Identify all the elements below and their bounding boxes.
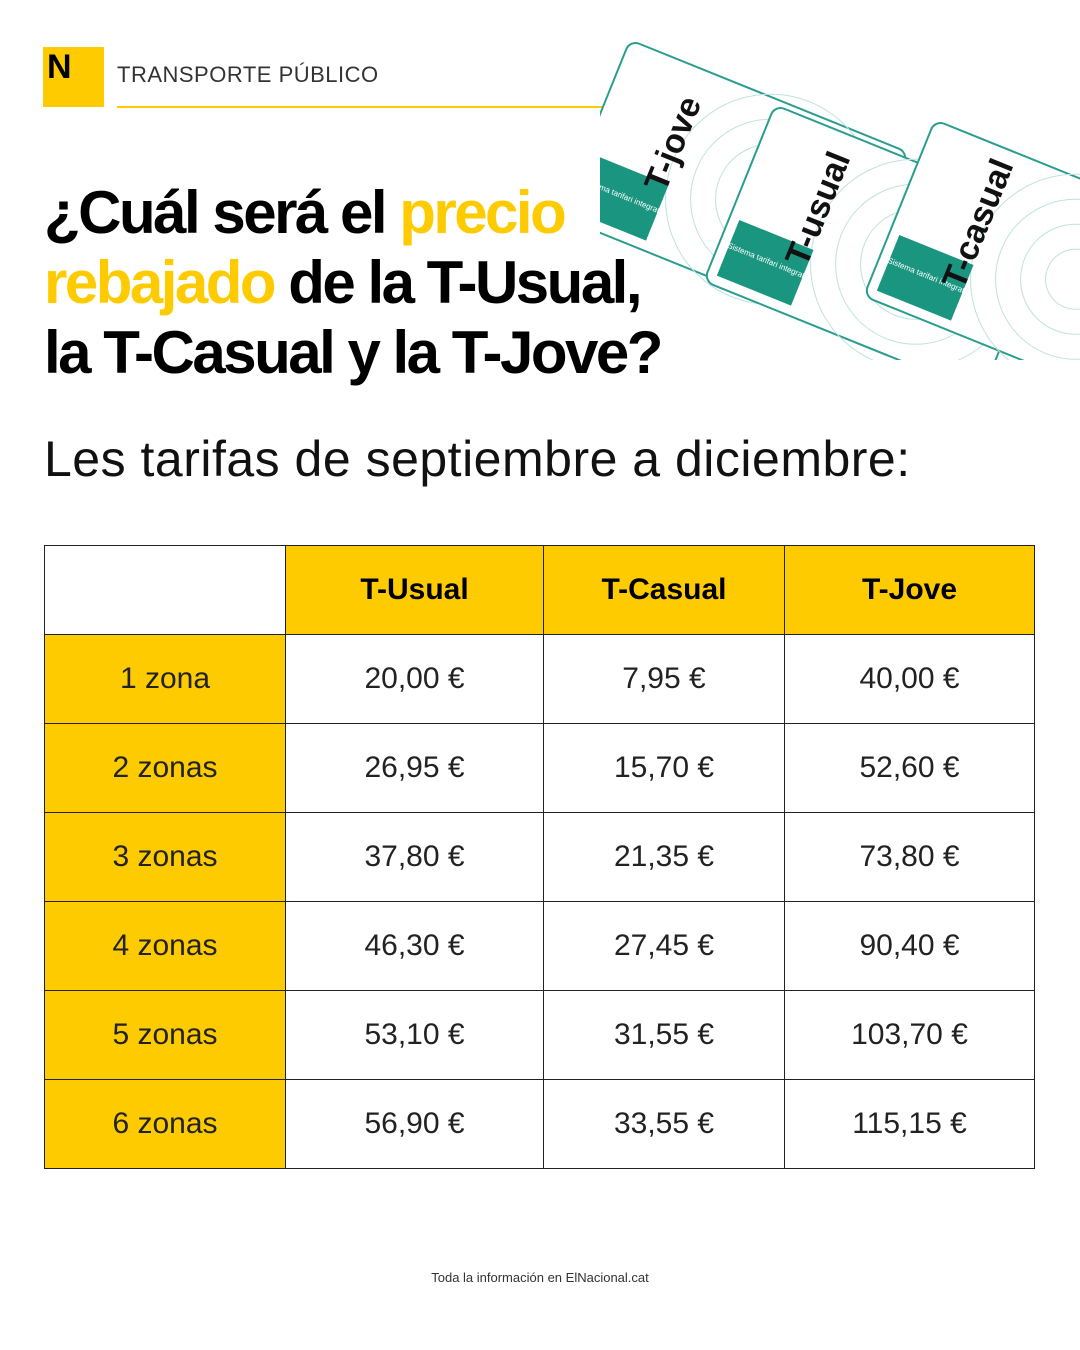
title: ¿Cuál será el precio rebajado de la T-Usu…	[44, 178, 663, 388]
price-cell: 73,80 €	[784, 812, 1035, 902]
price-cell: 27,45 €	[543, 901, 785, 991]
card-pattern	[970, 173, 1080, 360]
card-band	[876, 235, 974, 321]
table-row: 2 zonas 26,95 €15,70 €52,60 €	[44, 723, 1035, 813]
corner-cell	[44, 545, 286, 635]
price-cell: 103,70 €	[784, 990, 1035, 1080]
price-cell: 52,60 €	[784, 723, 1035, 813]
price-cell: 40,00 €	[784, 634, 1035, 724]
price-cell: 90,40 €	[784, 901, 1035, 991]
section-label: TRANSPORTE PÚBLICO	[117, 62, 379, 87]
row-label: 1 zona	[44, 634, 286, 724]
column-header: T-Usual	[285, 545, 544, 635]
footer: Toda la información en ElNacional.cat	[431, 1270, 649, 1285]
logo: N	[43, 47, 104, 107]
title-highlight: rebajado	[44, 249, 277, 316]
title-line: ¿Cuál será el precio	[44, 178, 661, 248]
price-cell: 53,10 €	[285, 990, 544, 1080]
title-text: la T-Casual y la T-Jove?	[44, 319, 663, 386]
title-line: rebajado de la T-Usual,	[44, 248, 661, 318]
card-pattern	[995, 198, 1080, 360]
price-table: T-Usual T-Casual T-Jove 1 zona 20,00 €7,95 €…	[44, 545, 1035, 1169]
card-band	[716, 220, 814, 306]
column-header: T-Casual	[543, 545, 785, 635]
rule	[117, 106, 627, 108]
card-pattern	[1020, 223, 1080, 335]
price-cell: 115,15 €	[784, 1079, 1035, 1169]
price-cell: 21,35 €	[543, 812, 785, 902]
table-row: 6 zonas 56,90 €33,55 €115,15 €	[44, 1079, 1035, 1169]
row-label: 6 zonas	[44, 1079, 286, 1169]
table-row: 1 zona 20,00 €7,95 €40,00 €	[44, 634, 1035, 724]
row-label: 4 zonas	[44, 901, 286, 991]
price-cell: 31,55 €	[543, 990, 785, 1080]
card-pattern	[1045, 248, 1080, 310]
price-cell: 33,55 €	[543, 1079, 785, 1169]
subtitle: Les tarifas de septiembre a diciembre:	[44, 431, 911, 487]
table-row: 5 zonas 53,10 €31,55 €103,70 €	[44, 990, 1035, 1080]
row-label: 5 zonas	[44, 990, 286, 1080]
title-line: la T-Casual y la T-Jove?	[44, 318, 663, 388]
card-body	[865, 122, 1080, 360]
column-header: T-Jove	[784, 545, 1035, 635]
header-row: T-Usual T-Casual T-Jove	[44, 545, 1035, 635]
title-highlight: precio	[399, 179, 567, 246]
title-text: ¿Cuál será el	[44, 179, 400, 246]
price-cell: 26,95 €	[285, 723, 544, 813]
price-cell: 7,95 €	[543, 634, 785, 724]
title-text: de la T-Usual,	[274, 249, 642, 316]
price-cell: 46,30 €	[285, 901, 544, 991]
card-band	[600, 155, 669, 241]
row-label: 2 zonas	[44, 723, 286, 813]
price-cell: 56,90 €	[285, 1079, 544, 1169]
row-label: 3 zonas	[44, 812, 286, 902]
price-cell: 37,80 €	[285, 812, 544, 902]
table-row: 3 zonas 37,80 €21,35 €73,80 €	[44, 812, 1035, 902]
table-row: 4 zonas 46,30 €27,45 €90,40 €	[44, 901, 1035, 991]
price-cell: 20,00 €	[285, 634, 544, 724]
price-cell: 15,70 €	[543, 723, 785, 813]
